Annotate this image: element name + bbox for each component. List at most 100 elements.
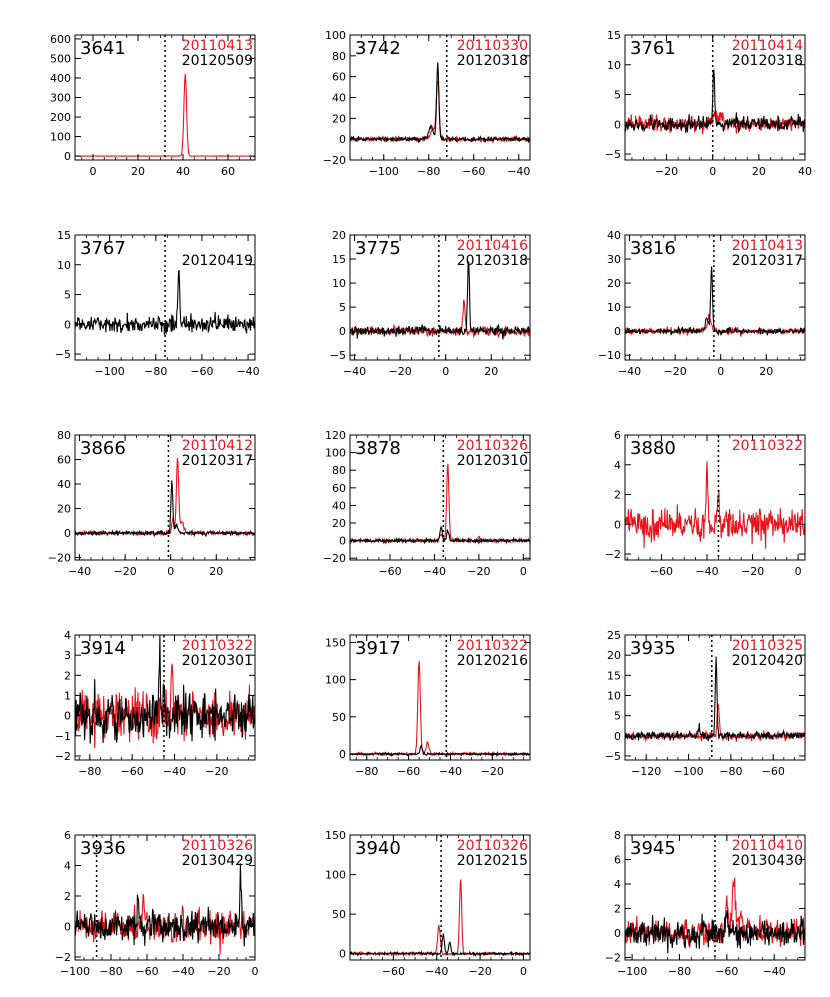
source-id: 3767 xyxy=(80,238,126,259)
y-tick-label: 10 xyxy=(607,301,621,314)
y-tick-label: 0 xyxy=(614,118,621,131)
second-epoch-date: 20120420 xyxy=(732,653,803,669)
y-tick-label: −5 xyxy=(55,348,71,361)
x-tick-label: −20 xyxy=(467,565,490,578)
plot-frame xyxy=(74,234,256,361)
x-tick-label: −20 xyxy=(655,165,678,178)
spectrum-second-epoch xyxy=(75,863,255,947)
y-tick-label: 15 xyxy=(332,253,346,266)
y-tick-label: 100 xyxy=(325,447,346,460)
spectrum-second-epoch xyxy=(350,743,530,757)
y-tick-label: 4 xyxy=(614,459,621,472)
plot-frame xyxy=(349,434,531,561)
first-epoch-date: 20110322 xyxy=(182,638,253,654)
x-tick-label: −20 xyxy=(205,765,228,778)
y-tick-label: 10 xyxy=(332,277,346,290)
x-tick-label: 20 xyxy=(484,365,498,378)
x-tick-label: −20 xyxy=(481,765,504,778)
y-tick-label: 400 xyxy=(50,72,71,85)
y-tick-label: 20 xyxy=(332,229,346,242)
second-epoch-date: 20120419 xyxy=(182,253,253,269)
y-tick-label: 0 xyxy=(64,920,71,933)
first-epoch-date: 20110414 xyxy=(732,38,803,54)
y-tick-label: 3 xyxy=(64,649,71,662)
y-tick-label: 8 xyxy=(614,829,621,842)
plot-frame xyxy=(74,434,256,561)
y-tick-label: 80 xyxy=(332,50,346,63)
x-tick-label: 20 xyxy=(752,165,766,178)
source-id: 3775 xyxy=(355,238,401,259)
y-tick-label: −20 xyxy=(48,552,71,565)
spectrum-second-epoch xyxy=(625,69,805,134)
first-epoch-date: 20110326 xyxy=(457,438,528,454)
y-tick-label: 500 xyxy=(50,52,71,65)
y-tick-label: 2 xyxy=(614,903,621,916)
y-tick-label: 4 xyxy=(64,859,71,872)
y-tick-label: −1 xyxy=(55,730,71,743)
x-tick-label: −60 xyxy=(190,365,213,378)
x-tick-label: −80 xyxy=(144,365,167,378)
y-tick-label: 0 xyxy=(64,710,71,723)
y-tick-label: 20 xyxy=(332,517,346,530)
y-tick-label: 0 xyxy=(614,325,621,338)
y-tick-label: 100 xyxy=(325,674,346,687)
y-tick-label: 30 xyxy=(607,253,621,266)
source-id: 3935 xyxy=(630,638,676,659)
plot-frame xyxy=(74,634,256,761)
x-tick-label: −80 xyxy=(355,765,378,778)
y-tick-label: 100 xyxy=(325,869,346,882)
y-tick-label: 80 xyxy=(57,429,71,442)
y-tick-label: 0 xyxy=(64,318,71,331)
x-tick-label: −20 xyxy=(741,565,764,578)
x-tick-label: −40 xyxy=(618,365,641,378)
y-tick-label: 60 xyxy=(332,71,346,84)
y-tick-label: −2 xyxy=(605,548,621,561)
first-epoch-date: 20110413 xyxy=(732,238,803,254)
x-tick-label: −20 xyxy=(114,565,137,578)
x-tick-label: −40 xyxy=(507,165,530,178)
y-tick-label: −20 xyxy=(323,552,346,565)
y-tick-label: 4 xyxy=(614,878,621,891)
y-tick-label: 60 xyxy=(57,454,71,467)
spectrum-second-epoch xyxy=(350,62,530,144)
x-tick-label: −40 xyxy=(163,765,186,778)
plot-frame xyxy=(349,234,531,361)
first-epoch-date: 20110322 xyxy=(457,638,528,654)
y-tick-label: −2 xyxy=(605,952,621,965)
second-epoch-date: 20120301 xyxy=(182,653,253,669)
panel-3878: −60 −40 −20 0 −20 0 20 40 60 80 100 120 3878 20110326… xyxy=(323,429,531,578)
y-tick-label: 0 xyxy=(64,150,71,163)
y-tick-label: 5 xyxy=(614,710,621,723)
second-epoch-date: 20130429 xyxy=(182,853,253,869)
y-tick-label: 0 xyxy=(614,927,621,940)
y-tick-label: 0 xyxy=(614,730,621,743)
second-epoch-date: 20120318 xyxy=(732,53,803,69)
x-tick-label: 0 xyxy=(717,365,724,378)
x-tick-label: −60 xyxy=(650,565,673,578)
y-tick-label: 60 xyxy=(332,482,346,495)
spectrum-second-epoch xyxy=(625,266,805,336)
spectrum-second-epoch xyxy=(75,635,255,744)
y-tick-label: 40 xyxy=(332,92,346,105)
spectrum-second-epoch xyxy=(625,910,805,954)
y-tick-label: 150 xyxy=(325,636,346,649)
second-epoch-date: 20120509 xyxy=(182,53,253,69)
second-epoch-date: 20120310 xyxy=(457,453,528,469)
first-epoch-date: 20110416 xyxy=(457,238,528,254)
spectrum-first-epoch xyxy=(75,458,255,537)
first-epoch-date: 20110330 xyxy=(457,38,528,54)
y-tick-label: 6 xyxy=(614,429,621,442)
x-tick-label: −40 xyxy=(236,365,259,378)
y-tick-label: −2 xyxy=(55,750,71,763)
x-tick-label: −60 xyxy=(762,765,785,778)
x-tick-label: 0 xyxy=(520,965,527,978)
y-tick-label: 2 xyxy=(64,890,71,903)
x-tick-label: −60 xyxy=(378,565,401,578)
y-tick-label: 15 xyxy=(607,29,621,42)
spectrum-first-epoch xyxy=(625,461,805,549)
y-tick-label: 50 xyxy=(332,711,346,724)
spectrum-first-epoch xyxy=(625,110,805,135)
x-tick-label: −40 xyxy=(695,565,718,578)
